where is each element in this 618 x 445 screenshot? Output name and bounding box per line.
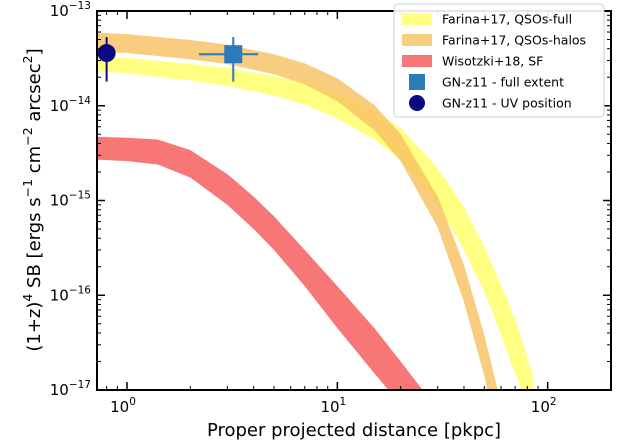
x-tick-label: 101 xyxy=(320,396,346,416)
legend-item-farina-17-qsos-halos: Farina+17, QSOs-halos xyxy=(402,33,586,48)
point-gn-z11-full-extent xyxy=(199,37,259,82)
legend-swatch xyxy=(409,95,425,111)
y-tick-label: 10−16 xyxy=(50,284,92,304)
y-tick-label: 10−14 xyxy=(50,95,92,115)
point-gn-z11-uv-position xyxy=(97,37,116,82)
y-tick-label: 10−15 xyxy=(50,190,91,210)
legend-swatch xyxy=(402,13,432,25)
band-wisotzki-18-sf xyxy=(97,136,423,390)
data-bands xyxy=(97,32,533,390)
legend-item-gn-z11-uv-position: GN-z11 - UV position xyxy=(409,95,572,111)
legend-label: Farina+17, QSOs-full xyxy=(442,12,572,27)
y-tick-label: 10−17 xyxy=(50,379,91,399)
y-axis-label: (1+z)4 SB [ergs s−1 cm−2 arcsec2] xyxy=(20,48,45,351)
x-axis-label: Proper projected distance [pkpc] xyxy=(207,420,501,441)
legend-label: Wisotzki+18, SF xyxy=(442,54,543,69)
x-tick-label: 100 xyxy=(110,396,136,416)
legend-swatch xyxy=(402,55,432,67)
legend-box xyxy=(393,3,605,118)
legend-item-wisotzki-18-sf: Wisotzki+18, SF xyxy=(402,54,543,69)
data-points xyxy=(97,37,259,82)
y-tick-label: 10−13 xyxy=(50,0,91,20)
legend-swatch xyxy=(402,34,432,46)
legend-swatch xyxy=(409,74,425,90)
legend: Farina+17, QSOs-full Farina+17, QSOs-halo… xyxy=(393,3,605,118)
legend-label: GN-z11 - UV position xyxy=(442,96,572,111)
x-axis-ticks: 100 101 102 xyxy=(106,11,557,416)
square-marker xyxy=(224,45,243,64)
legend-item-farina-17-qsos-full: Farina+17, QSOs-full xyxy=(402,12,572,27)
legend-label: GN-z11 - full extent xyxy=(442,75,564,90)
legend-label: Farina+17, QSOs-halos xyxy=(442,33,586,48)
x-tick-label: 102 xyxy=(531,396,557,416)
legend-item-gn-z11-full-extent: GN-z11 - full extent xyxy=(409,74,564,90)
circle-marker xyxy=(97,44,116,63)
